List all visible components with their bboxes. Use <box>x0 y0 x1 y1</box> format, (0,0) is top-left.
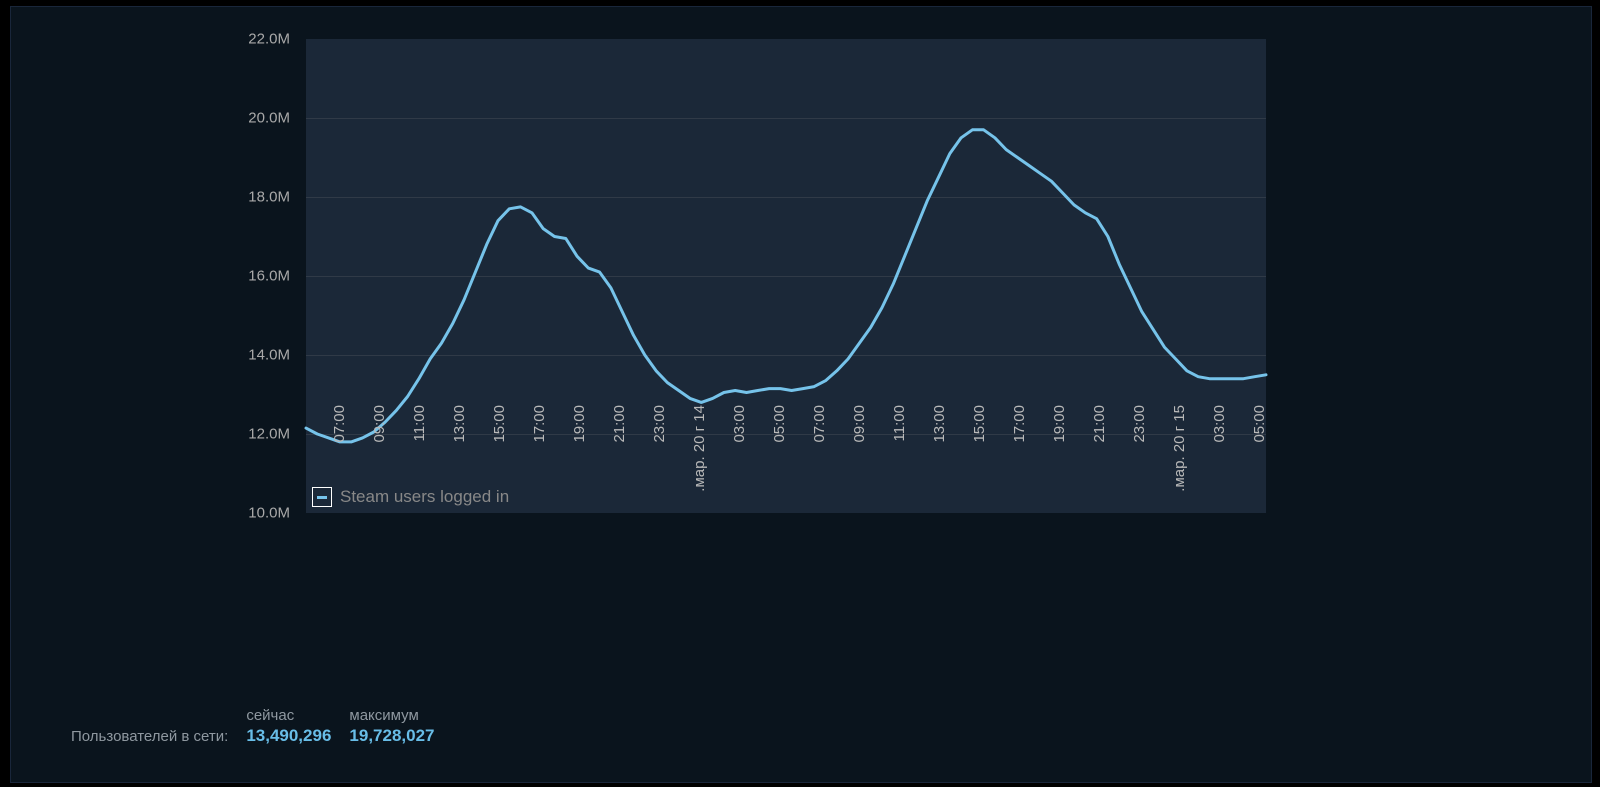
x-tick-label: 09:00 <box>371 405 388 525</box>
x-tick-label: 21:00 <box>611 405 628 525</box>
chart-container: Steam users logged in 10.0M12.0M14.0M16.… <box>306 39 1266 513</box>
x-tick-label: 03:00 <box>1211 405 1228 525</box>
stats-max-header: максимум <box>349 707 418 724</box>
x-tick-label: 21:00 <box>1091 405 1108 525</box>
x-tick-label: 19:00 <box>571 405 588 525</box>
x-tick-label: 07:00 <box>331 405 348 525</box>
y-tick-label: 16.0M <box>210 268 290 285</box>
stats-max: максимум 19,728,027 <box>349 707 434 746</box>
x-tick-label: 11:00 <box>411 405 428 525</box>
x-tick-label: 05:00 <box>771 405 788 525</box>
x-tick-label: 11:00 <box>891 405 908 525</box>
legend-swatch <box>312 487 332 507</box>
x-tick-label: 17:00 <box>531 405 548 525</box>
y-tick-label: 14.0M <box>210 347 290 364</box>
x-tick-label: 07:00 <box>811 405 828 525</box>
x-tick-label: 23:00 <box>651 405 668 525</box>
x-tick-label: 13:00 <box>931 405 948 525</box>
y-tick-label: 20.0M <box>210 110 290 127</box>
x-tick-label: 19:00 <box>1051 405 1068 525</box>
y-tick-label: 12.0M <box>210 426 290 443</box>
x-tick-label: 17:00 <box>1011 405 1028 525</box>
x-tick-label: 13:00 <box>451 405 468 525</box>
y-tick-label: 10.0M <box>210 505 290 522</box>
x-tick-label: 05:00 <box>1251 405 1268 525</box>
x-tick-label: 23:00 <box>1131 405 1148 525</box>
x-tick-label: 14 мар. 20 г. <box>691 405 708 525</box>
y-tick-label: 18.0M <box>210 189 290 206</box>
stats-now: сейчас 13,490,296 <box>246 707 331 746</box>
stats-now-header: сейчас <box>246 707 294 724</box>
x-tick-label: 15:00 <box>491 405 508 525</box>
x-tick-label: 15:00 <box>971 405 988 525</box>
x-tick-label: 03:00 <box>731 405 748 525</box>
stats-row: Пользователей в сети: сейчас 13,490,296 … <box>71 707 435 746</box>
stats-row-label: Пользователей в сети: <box>71 728 228 745</box>
y-tick-label: 22.0M <box>210 31 290 48</box>
x-tick-label: 09:00 <box>851 405 868 525</box>
stats-panel: Steam users logged in 10.0M12.0M14.0M16.… <box>10 6 1592 783</box>
stats-max-value: 19,728,027 <box>349 726 434 746</box>
stats-now-value: 13,490,296 <box>246 726 331 746</box>
x-tick-label: 15 мар. 20 г. <box>1171 405 1188 525</box>
